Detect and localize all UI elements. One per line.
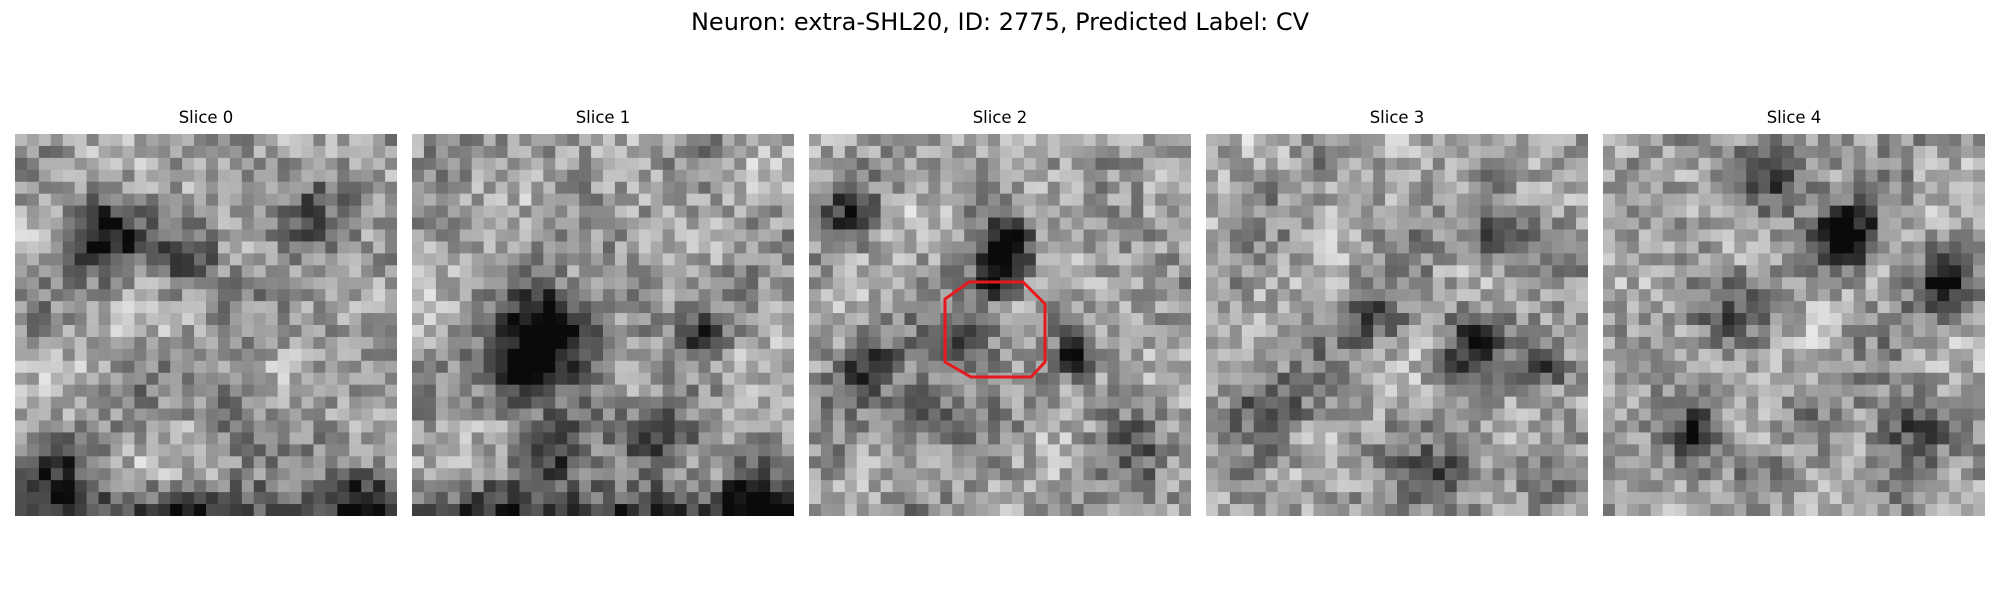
slice-title-4: Slice 4 [1766, 108, 1822, 127]
slice-image-0 [15, 134, 397, 516]
slice-title-0: Slice 0 [178, 108, 234, 127]
slice-image-2 [809, 134, 1191, 516]
slice-image-4 [1603, 134, 1985, 516]
slice-title-2: Slice 2 [972, 108, 1028, 127]
figure-title: Neuron: extra-SHL20, ID: 2775, Predicted… [690, 8, 1310, 36]
slice-image-1 [412, 134, 794, 516]
slice-title-3: Slice 3 [1369, 108, 1425, 127]
segmentation-outline [943, 280, 1047, 379]
slice-title-1: Slice 1 [575, 108, 631, 127]
slice-image-3 [1206, 134, 1588, 516]
